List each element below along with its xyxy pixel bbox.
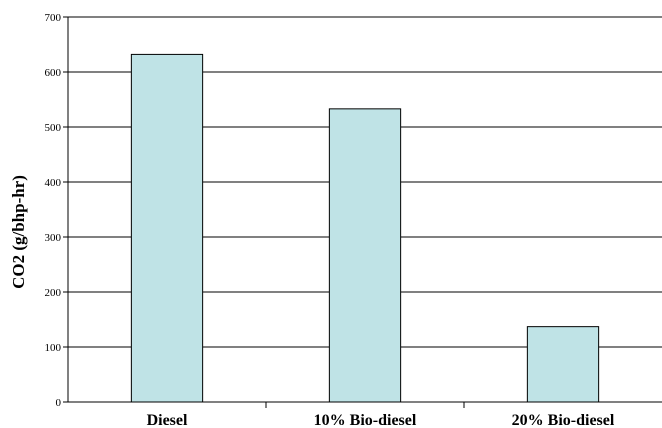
y-tick-label: 600 — [45, 67, 62, 79]
y-axis-title: CO2 (g/bhp-hr) — [9, 175, 28, 289]
y-tick-labels: 0 100 200 300 400 500 600 700 — [45, 12, 62, 409]
x-tick-label: 20% Bio-diesel — [512, 412, 615, 428]
y-tick-label: 100 — [45, 342, 62, 354]
y-tick-label: 700 — [45, 12, 62, 24]
x-tick-labels: Diesel 10% Bio-diesel 20% Bio-diesel — [147, 412, 615, 428]
x-tick-label: Diesel — [147, 412, 188, 428]
bar — [130, 53, 204, 403]
x-tick-label: 10% Bio-diesel — [314, 412, 417, 428]
bars — [130, 53, 600, 403]
y-tick-label: 0 — [56, 397, 62, 409]
axes — [63, 16, 662, 408]
bar — [526, 326, 600, 403]
y-tick-label: 500 — [45, 122, 62, 134]
y-tick-label: 300 — [45, 232, 62, 244]
bar — [328, 108, 402, 403]
y-tick-label: 200 — [45, 287, 62, 299]
y-tick-label: 400 — [45, 177, 62, 189]
